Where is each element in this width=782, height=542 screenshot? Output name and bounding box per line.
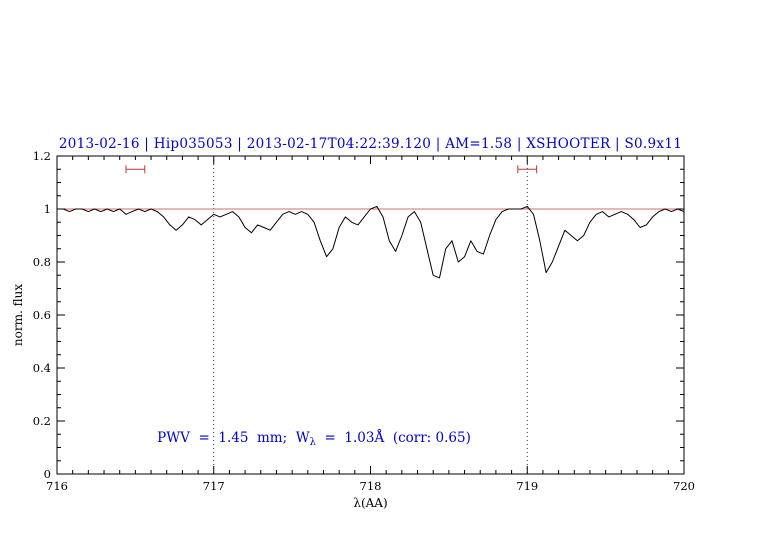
svg-text:0.6: 0.6 [33,308,51,322]
y-tick-labels: 0 0.2 0.4 0.6 0.8 1 1.2 [33,149,51,481]
svg-text:0.2: 0.2 [33,414,51,428]
pwv-annotation: PWV = 1.45 mm; Wλ = 1.03Å (corr: 0.65) [140,414,471,464]
y-axis-label: norm. flux [11,284,25,346]
svg-text:1.2: 1.2 [33,149,51,163]
x-tick-labels: 716 717 718 719 720 [46,479,695,493]
plot-title: 2013-02-16 | Hip035053 | 2013-02-17T04:2… [58,136,683,152]
svg-text:719: 719 [516,479,538,493]
svg-text:0: 0 [44,467,51,481]
svg-text:1: 1 [44,202,51,216]
svg-text:0.8: 0.8 [33,255,51,269]
pwv-annotation-pre: PWV = 1.45 mm; W [157,430,310,446]
svg-text:716: 716 [46,479,68,493]
range-markers [125,165,538,174]
svg-text:718: 718 [360,479,382,493]
axis-ticks [56,155,685,475]
pwv-annotation-sub: λ [309,437,316,448]
spectrum-line [57,205,685,279]
pwv-annotation-post: = 1.03Å (corr: 0.65) [315,430,471,446]
svg-text:717: 717 [203,479,225,493]
svg-text:720: 720 [673,479,695,493]
svg-text:0.4: 0.4 [33,361,51,375]
x-axis-label: λ(AA) [353,496,387,510]
